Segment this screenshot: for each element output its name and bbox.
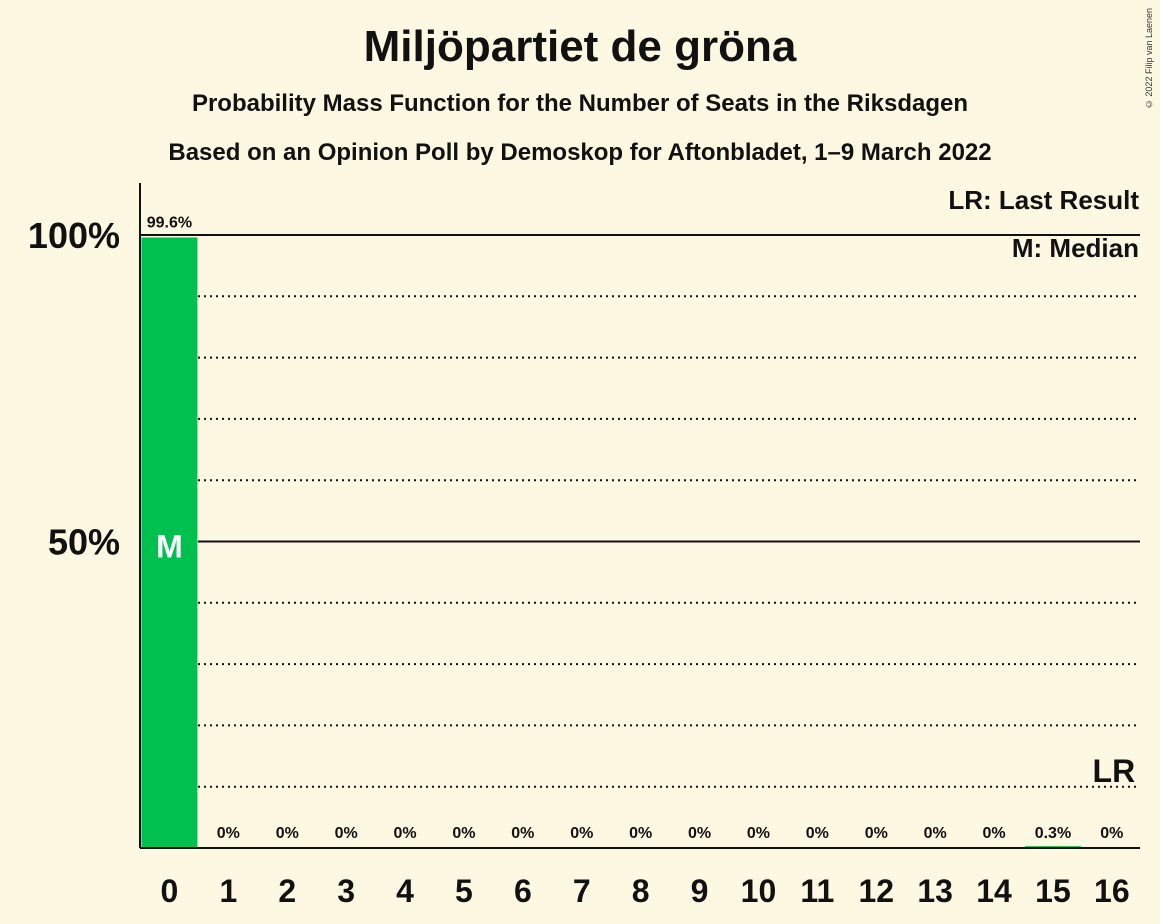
value-label: 99.6% xyxy=(147,214,192,231)
chart-subtitle-source: Based on an Opinion Poll by Demoskop for… xyxy=(168,139,992,166)
x-tick-label: 11 xyxy=(800,873,834,909)
value-label: 0% xyxy=(335,825,358,842)
x-tick-label: 6 xyxy=(514,873,532,909)
legend-entry: M: Median xyxy=(1012,233,1139,263)
x-tick-label: 3 xyxy=(337,873,355,909)
value-label: 0% xyxy=(747,825,770,842)
x-tick-label: 9 xyxy=(691,873,709,909)
value-label: 0% xyxy=(688,825,711,842)
x-tick-label: 8 xyxy=(632,873,650,909)
x-tick-label: 12 xyxy=(858,873,894,909)
value-label: 0.3% xyxy=(1035,825,1071,842)
y-tick-label: 100% xyxy=(28,215,120,256)
x-tick-label: 10 xyxy=(741,873,777,909)
x-tick-label: 13 xyxy=(917,873,953,909)
x-tick-label: 15 xyxy=(1035,873,1071,909)
value-label: 0% xyxy=(1100,825,1123,842)
value-label: 0% xyxy=(806,825,829,842)
value-label: 0% xyxy=(511,825,534,842)
value-label: 0% xyxy=(570,825,593,842)
chart-title: Miljöpartiet de gröna xyxy=(363,22,797,71)
value-label: 0% xyxy=(629,825,652,842)
legend-entry: LR: Last Result xyxy=(948,185,1139,215)
chart-subtitle: Probability Mass Function for the Number… xyxy=(191,90,969,117)
value-label: 0% xyxy=(924,825,947,842)
value-label: 0% xyxy=(982,825,1005,842)
x-tick-label: 14 xyxy=(976,873,1012,909)
value-label: 0% xyxy=(865,825,888,842)
bar xyxy=(141,237,198,848)
value-label: 0% xyxy=(452,825,475,842)
x-tick-label: 0 xyxy=(161,873,179,909)
value-label: 0% xyxy=(217,825,240,842)
x-tick-label: 1 xyxy=(219,873,237,909)
x-tick-label: 16 xyxy=(1094,873,1130,909)
y-tick-label: 50% xyxy=(48,522,120,563)
value-label: 0% xyxy=(393,825,416,842)
x-tick-label: 7 xyxy=(573,873,591,909)
median-marker: M xyxy=(156,529,183,565)
value-label: 0% xyxy=(276,825,299,842)
x-tick-label: 5 xyxy=(455,873,473,909)
last-result-marker: LR xyxy=(1093,753,1136,789)
x-tick-label: 4 xyxy=(396,873,414,909)
x-tick-label: 2 xyxy=(278,873,296,909)
